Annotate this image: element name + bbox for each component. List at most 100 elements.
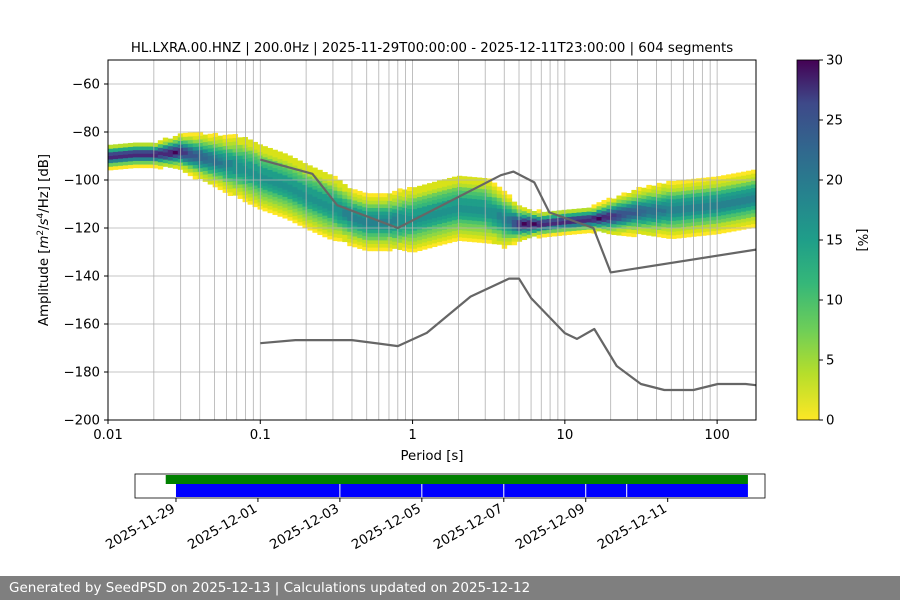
colorbar-tick-label: 15 [826,234,843,249]
grid-lines [108,60,756,420]
heatmap-cell [526,223,533,228]
heatmap-cell [307,172,313,177]
heatmap-cell [282,189,288,194]
heatmap-cell [167,153,174,157]
heatmap-cell [726,185,732,190]
heatmap-cell [157,147,164,152]
heatmap-cell [187,164,194,169]
heatmap-cell [197,142,204,147]
heatmap-cell [466,219,473,224]
heatmap-cell [456,204,463,209]
heatmap-cell [312,214,318,219]
heatmap-cell [327,203,333,208]
heatmap-cell [751,187,756,192]
heatmap-cell [312,210,318,215]
heatmap-cell [117,147,124,152]
date-tick-label: 2025-12-11 [595,501,669,553]
heatmap-cell [382,240,388,244]
heatmap-cell [262,153,268,158]
heatmap-cell [671,220,677,225]
heatmap-cell [387,236,393,241]
heatmap-cell [272,207,278,212]
heatmap-cell [616,202,622,207]
heatmap-cell [686,215,692,220]
heatmap-cell [611,230,617,235]
heatmap-cell [716,197,722,202]
heatmap-cell [746,199,752,204]
heatmap-cell [287,209,293,214]
heatmap-cell [292,212,298,217]
heatmap-cell [456,211,463,216]
heatmap-cell [641,194,647,199]
heatmap-cell [332,175,338,180]
heatmap-cell [496,211,503,216]
heatmap-cell [412,226,418,231]
heatmap-cell [277,176,283,181]
heatmap-cell [412,241,418,246]
heatmap-cell [247,164,253,169]
heatmap-cell [212,168,219,173]
heatmap-cell [407,226,413,231]
heatmap-cell [646,184,652,189]
heatmap-cell [282,207,288,212]
heatmap-cell [476,177,483,182]
heatmap-cell [611,212,617,217]
heatmap-cell [451,194,458,199]
heatmap-cell [337,197,343,202]
heatmap-cell [117,151,124,156]
heatmap-cell [656,204,662,209]
heatmap-cell [272,171,278,176]
heatmap-cell [267,194,273,199]
heatmap-cell [212,176,219,181]
heatmap-cell [551,218,558,223]
heatmap-cell [227,152,234,157]
heatmap-cell [402,229,408,234]
heatmap-cell [621,214,627,219]
heatmap-cell [626,200,632,205]
heatmap-cell [247,157,253,162]
heatmap-cell [287,191,293,196]
heatmap-cell [312,199,318,204]
heatmap-cell [337,190,343,195]
heatmap-cell [681,230,687,235]
heatmap-cell [267,158,273,163]
heatmap-cell [167,138,174,143]
heatmap-cell [451,176,458,181]
heatmap-cell [596,223,602,228]
heatmap-cell [436,216,443,221]
heatmap-cell [212,172,219,177]
heatmap-cell [207,151,214,156]
heatmap-cell [601,199,607,204]
heatmap-cell [182,150,189,155]
heatmap-cell [282,156,288,161]
heatmap-cell [711,219,717,224]
heatmap-cell [312,181,318,186]
heatmap-cell [716,186,722,191]
heatmap-cell [636,222,642,227]
heatmap-cell [736,201,742,206]
heatmap-cell [721,214,727,219]
heatmap-cell [342,191,348,196]
heatmap-cell [586,207,592,212]
heatmap-cell [297,160,303,165]
heatmap-cell [227,134,234,139]
heatmap-cell [312,225,318,230]
heatmap-cell [417,207,423,212]
heatmap-cell [272,200,278,205]
heatmap-cell [576,212,582,217]
heatmap-cell [556,228,562,233]
heatmap-cell [611,205,617,210]
heatmap-cell [661,183,667,188]
heatmap-cell [327,199,333,204]
heatmap-cell [471,184,478,189]
heatmap-cell [631,218,637,223]
heatmap-cell [272,149,278,154]
heatmap-cell [192,153,199,158]
heatmap-cell [367,211,373,216]
heatmap-cell [127,164,134,169]
heatmap-cell [367,207,373,212]
heatmap-cell [207,148,214,153]
heatmap-cell [491,215,498,219]
heatmap-cell [122,161,129,166]
heatmap-cell [417,232,423,237]
